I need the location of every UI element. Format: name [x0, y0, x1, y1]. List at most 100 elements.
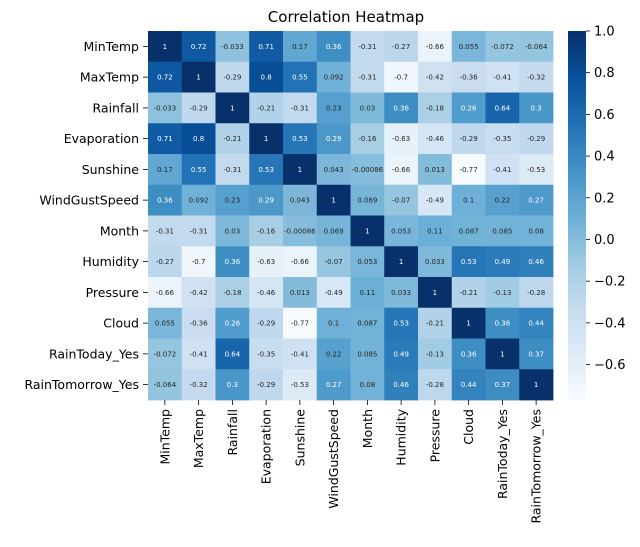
heatmap-cell: [249, 369, 284, 401]
heatmap-cell: [181, 123, 216, 155]
heatmap-cell: [384, 215, 419, 247]
heatmap-cell: [249, 215, 284, 247]
cell-value-label: 0.055: [155, 320, 175, 328]
cell-value-label: 0.1: [463, 197, 474, 205]
heatmap-cell: [148, 154, 183, 186]
cell-value-label: 0.069: [357, 197, 377, 205]
cell-value-label: -0.49: [325, 289, 343, 297]
cell-value-label: 0.055: [459, 43, 479, 51]
heatmap-cell: [181, 61, 216, 93]
cell-value-label: 0.17: [292, 43, 308, 51]
heatmap-cell: [519, 246, 554, 278]
cell-value-label: -0.29: [223, 74, 241, 82]
colorbar-tick-label: 0.2: [594, 191, 615, 206]
heatmap-cell: [519, 31, 554, 63]
heatmap-cell: [148, 215, 183, 247]
cell-value-label: -0.21: [257, 104, 275, 112]
column-label: Sunshine: [292, 409, 307, 467]
cell-value-label: 1: [365, 227, 369, 235]
heatmap-cell: [181, 184, 216, 216]
heatmap-cell: [283, 154, 318, 186]
cell-value-label: -0.21: [460, 289, 478, 297]
heatmap-cell: [316, 92, 351, 124]
heatmap-cell: [418, 215, 453, 247]
cell-value-label: 0.49: [393, 350, 409, 358]
cell-value-label: -0.033: [154, 104, 177, 112]
cell-value-label: 0.53: [292, 135, 308, 143]
row-label: Cloud: [103, 316, 139, 331]
cell-value-label: 1: [230, 104, 234, 112]
heatmap-cell: [249, 92, 284, 124]
heatmap-cell: [181, 92, 216, 124]
heatmap-cell: [451, 184, 486, 216]
cell-value-label: -0.31: [358, 43, 376, 51]
row-label: RainToday_Yes: [49, 346, 139, 361]
row-label: WindGustSpeed: [39, 193, 139, 208]
heatmap-cell: [350, 369, 385, 401]
heatmap-cell: [316, 277, 351, 309]
cell-value-label: 0.53: [258, 166, 274, 174]
heatmap-cell: [485, 338, 520, 370]
heatmap-cell: [215, 246, 250, 278]
cell-value-label: -0.00086: [284, 227, 316, 235]
cell-value-label: 0.092: [324, 74, 344, 82]
colorbar-tick-label: 1.0: [594, 25, 615, 40]
heatmap-cells: 1 0.72 -0.033 0.71 0.17 0.36 -0.31 -0.27 -0.66 0.…: [148, 31, 554, 401]
cell-value-label: -0.66: [156, 289, 175, 297]
cell-value-label: 0.033: [425, 258, 445, 266]
cell-value-label: -0.31: [156, 227, 174, 235]
heatmap-cell: [519, 369, 554, 401]
row-label: Month: [100, 223, 139, 238]
row-labels: MinTemp MaxTemp Rainfall Evaporation Sunshin…: [24, 39, 148, 392]
column-label: WindGustSpeed: [326, 409, 341, 509]
cell-value-label: -0.31: [358, 74, 376, 82]
row-label: Sunshine: [82, 162, 140, 177]
cell-value-label: -0.53: [527, 166, 545, 174]
heatmap-cell: [350, 307, 385, 339]
heatmap-cell: [384, 369, 419, 401]
column-label: RainToday_Yes: [495, 409, 510, 499]
colorbar-tick-label: 0.8: [594, 66, 615, 81]
heatmap-cell: [215, 123, 250, 155]
heatmap-cell: [451, 277, 486, 309]
cell-value-label: -0.31: [190, 227, 208, 235]
heatmap-cell: [181, 277, 216, 309]
heatmap-cell: [283, 31, 318, 63]
colorbar-tick-label: 0.6: [594, 108, 615, 123]
cell-value-label: 0.23: [225, 197, 241, 205]
heatmap-cell: [350, 61, 385, 93]
heatmap-cell: [485, 277, 520, 309]
cell-value-label: 0.053: [391, 227, 411, 235]
heatmap-cell: [283, 92, 318, 124]
heatmap-cell: [418, 338, 453, 370]
heatmap-cell: [418, 61, 453, 93]
cell-value-label: 0.1: [328, 320, 339, 328]
heatmap-cell: [485, 61, 520, 93]
heatmap-cell: [418, 31, 453, 63]
cell-value-label: 0.27: [326, 381, 342, 389]
column-label: Evaporation: [259, 409, 274, 484]
heatmap-cell: [215, 184, 250, 216]
colorbar-tick-label: −0.2: [594, 275, 626, 290]
cell-value-label: 1: [163, 43, 167, 51]
column-label: Cloud: [461, 409, 476, 445]
cell-value-label: -0.28: [527, 289, 545, 297]
cell-value-label: -0.46: [257, 289, 276, 297]
heatmap-cell: [316, 123, 351, 155]
heatmap-cell: [451, 61, 486, 93]
cell-value-label: 0.22: [326, 350, 342, 358]
cell-value-label: -0.072: [491, 43, 514, 51]
heatmap-cell: [350, 184, 385, 216]
cell-value-label: 0.08: [528, 227, 544, 235]
cell-value-label: -0.31: [291, 104, 309, 112]
colorbar-ticks: 1.0 0.8 0.6 0.4 0.2 0.0 −0.2 −0.4 −0.6: [586, 25, 626, 373]
heatmap-cell: [249, 184, 284, 216]
cell-value-label: 0.44: [528, 320, 544, 328]
heatmap-cell: [384, 123, 419, 155]
cell-value-label: -0.072: [154, 350, 177, 358]
heatmap-cell: [519, 215, 554, 247]
cell-value-label: -0.13: [493, 289, 511, 297]
heatmap-cell: [519, 184, 554, 216]
heatmap-cell: [249, 338, 284, 370]
